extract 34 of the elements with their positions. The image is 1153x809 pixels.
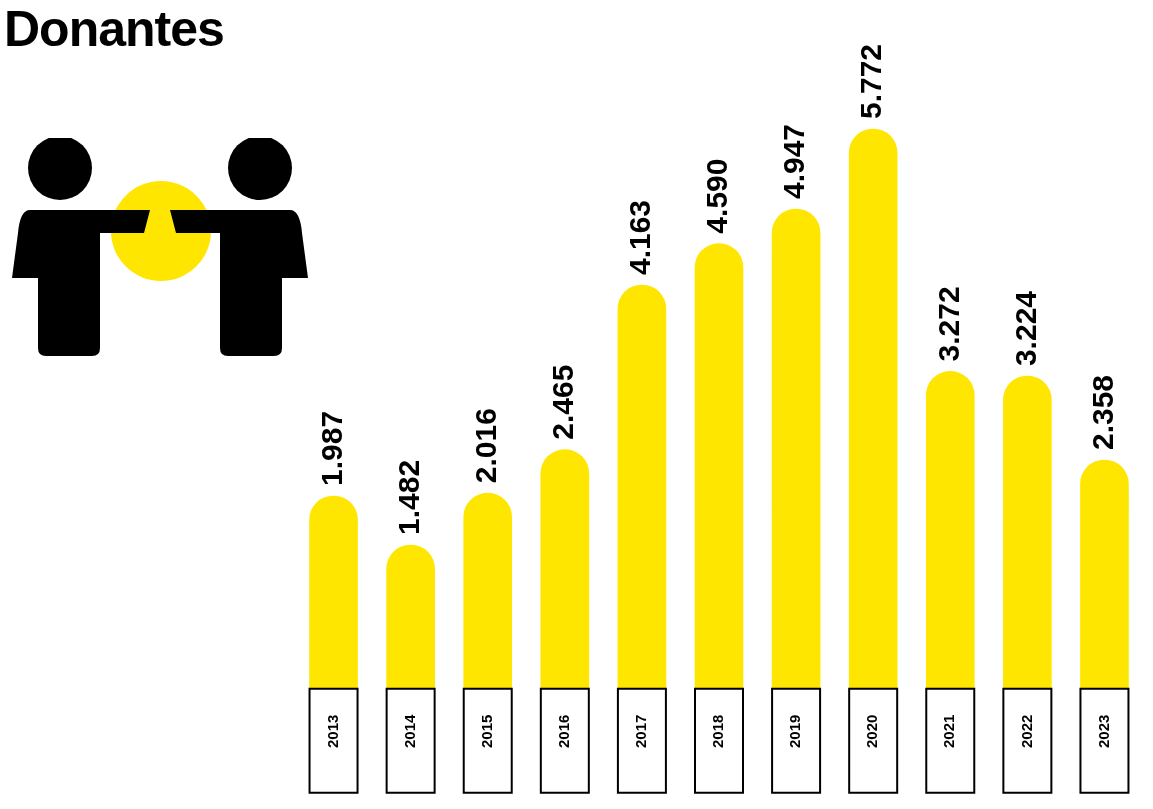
data-label: 2.016 — [468, 408, 502, 484]
x-tick-label: 2013 — [323, 714, 341, 749]
bar — [694, 243, 744, 689]
x-tick-label: 2020 — [863, 714, 881, 749]
x-tick-label: 2022 — [1017, 714, 1035, 749]
bar — [617, 284, 667, 689]
x-tick-label: 2023 — [1094, 714, 1112, 749]
data-label: 2.465 — [546, 364, 580, 440]
x-tick-label: 2017 — [632, 714, 650, 749]
chart-title: Donantes — [4, 0, 224, 58]
bar — [925, 371, 975, 689]
x-tick-label: 2016 — [554, 714, 572, 749]
data-label: 2.358 — [1085, 374, 1119, 451]
data-label: 4.590 — [700, 158, 734, 234]
data-label: 4.163 — [623, 199, 657, 276]
x-tick-label: 2014 — [400, 713, 418, 749]
x-tick-label: 2021 — [940, 714, 958, 749]
data-label: 1.482 — [391, 459, 425, 535]
x-tick-label: 2018 — [709, 714, 727, 749]
data-label: 4.947 — [777, 123, 811, 200]
bar — [386, 544, 435, 689]
bar — [848, 128, 898, 689]
data-label: 3.272 — [931, 286, 965, 362]
x-tick-label: 2019 — [786, 714, 804, 749]
data-label: 5.772 — [854, 43, 888, 120]
bar — [540, 449, 590, 689]
bar — [771, 208, 821, 689]
x-tick-label: 2015 — [477, 714, 495, 749]
bar — [463, 492, 513, 689]
data-label: 1.987 — [314, 410, 348, 486]
bar — [1003, 375, 1052, 689]
bar — [309, 495, 358, 689]
data-label: 3.224 — [1008, 290, 1042, 367]
bar — [1080, 459, 1129, 689]
